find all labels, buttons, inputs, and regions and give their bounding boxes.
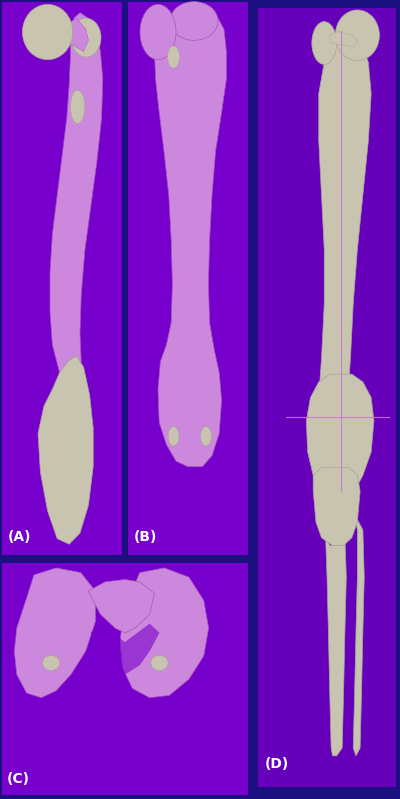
FancyBboxPatch shape xyxy=(2,2,122,555)
FancyBboxPatch shape xyxy=(128,2,248,555)
Polygon shape xyxy=(353,515,364,756)
Text: (B): (B) xyxy=(134,531,157,544)
Ellipse shape xyxy=(168,427,179,446)
Text: (C): (C) xyxy=(7,773,30,786)
Ellipse shape xyxy=(140,4,176,60)
Text: (A): (A) xyxy=(8,531,32,544)
Polygon shape xyxy=(120,568,209,698)
FancyBboxPatch shape xyxy=(2,563,248,795)
Polygon shape xyxy=(88,579,154,633)
Polygon shape xyxy=(306,374,374,499)
Ellipse shape xyxy=(200,427,211,446)
Ellipse shape xyxy=(312,22,337,65)
Polygon shape xyxy=(319,38,371,436)
Text: (D): (D) xyxy=(265,757,289,770)
Ellipse shape xyxy=(22,4,73,60)
Ellipse shape xyxy=(335,10,380,61)
FancyBboxPatch shape xyxy=(258,8,396,787)
Polygon shape xyxy=(313,467,360,546)
Polygon shape xyxy=(50,13,103,384)
Ellipse shape xyxy=(42,655,60,670)
Ellipse shape xyxy=(71,18,101,57)
Polygon shape xyxy=(326,538,346,756)
Polygon shape xyxy=(14,568,96,698)
Ellipse shape xyxy=(70,90,85,123)
Ellipse shape xyxy=(168,46,180,68)
Ellipse shape xyxy=(151,655,168,670)
Polygon shape xyxy=(64,18,88,51)
Polygon shape xyxy=(38,356,93,544)
Polygon shape xyxy=(90,623,160,674)
Polygon shape xyxy=(154,13,226,467)
Polygon shape xyxy=(330,31,357,47)
Ellipse shape xyxy=(170,2,218,41)
